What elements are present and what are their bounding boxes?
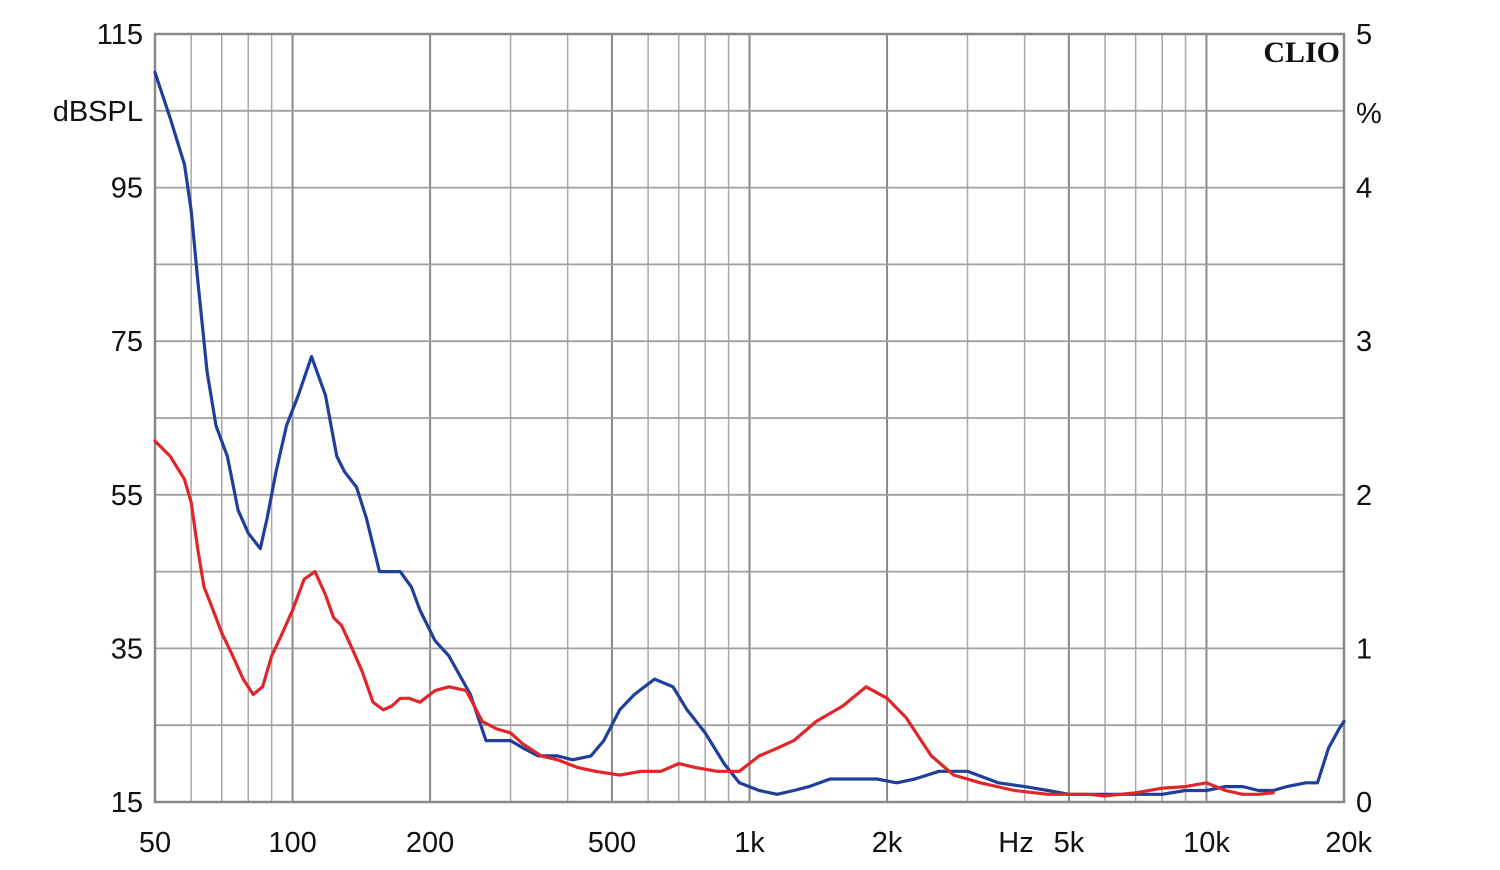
y-tick-label-left: 95: [111, 173, 143, 205]
x-axis-unit-label: Hz: [998, 827, 1033, 859]
series-line-1: [153, 70, 1346, 796]
y-tick-label-right: 5: [1356, 19, 1372, 51]
y-tick-label-right: 3: [1356, 326, 1372, 358]
y-tick-label-right: 2: [1356, 480, 1372, 512]
y-tick-label-left: 35: [111, 633, 143, 665]
x-tick-label: 20k: [1325, 827, 1372, 859]
x-tick-label: 200: [406, 827, 454, 859]
series-layer: [153, 70, 1346, 798]
x-tick-label: 500: [588, 827, 636, 859]
y-tick-label-right: 0: [1356, 787, 1372, 819]
y-tick-label-left: 55: [111, 480, 143, 512]
left-axis-ticks: 115 95 75 55 35 15: [97, 19, 143, 819]
left-axis-unit-label: dBSPL: [53, 96, 143, 128]
x-tick-label: 2k: [872, 827, 903, 859]
x-tick-label: 5k: [1054, 827, 1085, 859]
y-tick-label-left: 75: [111, 326, 143, 358]
right-axis-ticks: 5 4 3 2 1 0: [1356, 19, 1372, 819]
x-tick-label: 10k: [1183, 827, 1230, 859]
y-tick-label-left: 15: [111, 787, 143, 819]
grid-lines: [155, 34, 1344, 802]
x-axis-ticks: 50 100 200 500 1k 2k 5k 10k 20k: [139, 827, 1373, 859]
x-tick-label: 1k: [734, 827, 765, 859]
x-tick-label: 100: [268, 827, 316, 859]
plot-frame: [153, 32, 1346, 804]
y-tick-label-left: 115: [97, 19, 143, 51]
y-tick-label-right: 1: [1356, 633, 1372, 665]
y-tick-label-right: 4: [1356, 173, 1372, 205]
right-axis-unit-label: %: [1356, 98, 1382, 130]
series-line-2: [153, 439, 1275, 798]
clio-brand-logo: CLIO: [1263, 36, 1340, 69]
x-tick-label: 50: [139, 827, 171, 859]
